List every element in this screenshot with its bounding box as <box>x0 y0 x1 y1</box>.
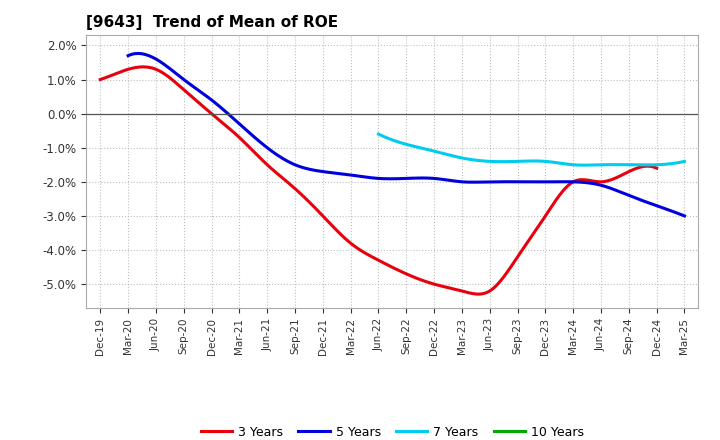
Legend: 3 Years, 5 Years, 7 Years, 10 Years: 3 Years, 5 Years, 7 Years, 10 Years <box>196 421 589 440</box>
Text: [9643]  Trend of Mean of ROE: [9643] Trend of Mean of ROE <box>86 15 338 30</box>
